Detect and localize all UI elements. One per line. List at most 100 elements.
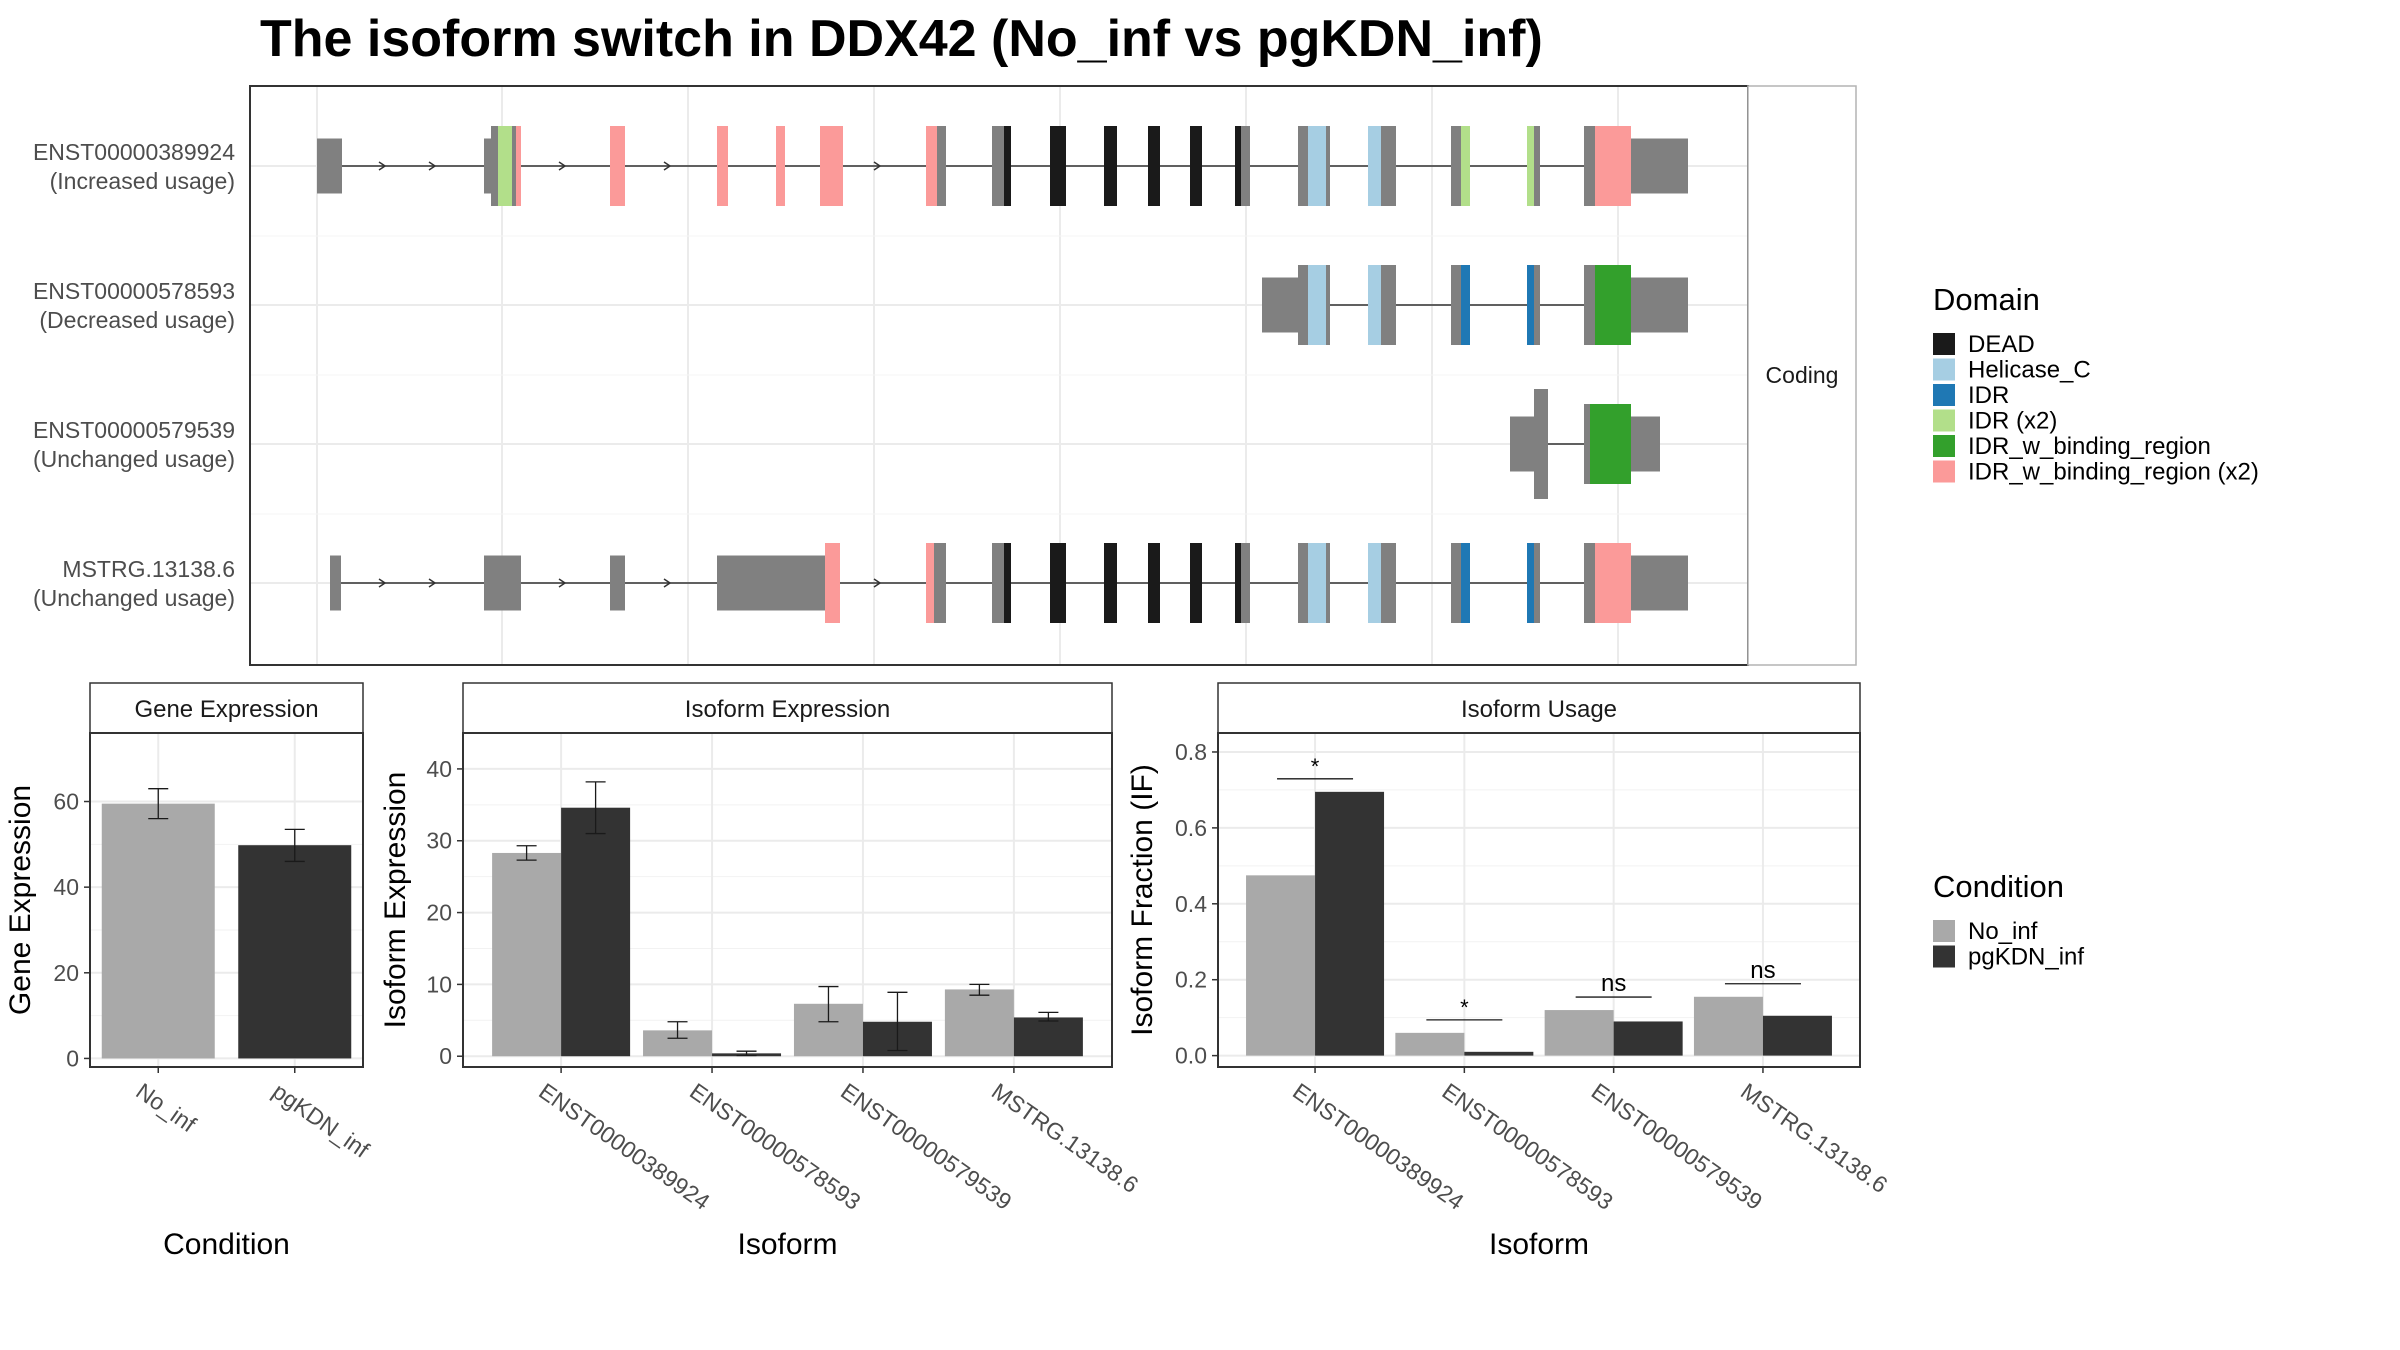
- domain-legend-label: IDR (x2): [1968, 408, 2057, 435]
- exon-block: [1308, 543, 1326, 623]
- significance-label: *: [1460, 995, 1469, 1020]
- exon-block: [934, 543, 946, 623]
- exon-block: [1004, 126, 1011, 206]
- isoform-row-label: ENST00000578593: [33, 278, 235, 304]
- isoform-usage-label: (Unchanged usage): [33, 446, 235, 472]
- y-tick-label: 40: [53, 874, 79, 900]
- exon-block: [992, 126, 1004, 206]
- exon-block: [610, 555, 625, 611]
- bar: [561, 807, 631, 1057]
- bar: [238, 845, 352, 1059]
- condition-legend-title: Condition: [1933, 869, 2064, 904]
- y-axis-title: Isoform Expression: [379, 772, 412, 1029]
- y-tick-label: 0: [439, 1043, 452, 1069]
- exon-block: [1368, 126, 1381, 206]
- exon-block: [516, 126, 521, 206]
- exon-block: [1241, 543, 1250, 623]
- exon-block: [330, 555, 341, 611]
- exon-block: [317, 138, 342, 194]
- exon-block: [1534, 543, 1540, 623]
- exon-block: [926, 126, 937, 206]
- isoform-expression-panel: Isoform Expression010203040ENST000003899…: [379, 682, 1143, 1261]
- exon-block: [926, 543, 934, 623]
- y-tick-label: 30: [426, 828, 452, 854]
- y-tick-label: 0: [66, 1045, 79, 1071]
- y-axis-title: Isoform Fraction (IF): [1126, 764, 1159, 1036]
- strand-arrow: [873, 161, 882, 171]
- exon-block: [1298, 543, 1308, 623]
- exon-block: [1631, 277, 1688, 333]
- domain-legend-label: IDR_w_binding_region (x2): [1968, 459, 2259, 486]
- isoform-row-label: MSTRG.13138.6: [62, 556, 235, 582]
- significance-label: *: [1311, 754, 1320, 779]
- panel-strip: [1217, 682, 1861, 734]
- exon-block: [1584, 404, 1590, 484]
- exon-block: [1190, 126, 1202, 206]
- exon-block: [1595, 265, 1631, 345]
- panel-border: [89, 732, 364, 1068]
- exon-block: [1590, 404, 1631, 484]
- exon-block: [1451, 543, 1461, 623]
- exon-block: [484, 138, 491, 194]
- exon-block: [491, 126, 498, 206]
- exon-block: [1595, 543, 1631, 623]
- panel-border: [462, 732, 1113, 1068]
- y-tick-label: 20: [53, 960, 79, 986]
- exon-block: [1534, 389, 1548, 499]
- bar: [1395, 1032, 1465, 1056]
- exon-block: [1104, 543, 1117, 623]
- exon-block: [1595, 126, 1631, 206]
- panel-title: Isoform Usage: [1461, 696, 1617, 723]
- x-axis-title: Isoform: [1489, 1228, 1589, 1261]
- x-axis-title: Isoform: [737, 1228, 837, 1261]
- exon-block: [1461, 543, 1470, 623]
- exon-block: [776, 126, 785, 206]
- facet-strip: [1747, 85, 1857, 666]
- strand-arrow: [558, 161, 567, 171]
- exon-block: [1631, 138, 1688, 194]
- exon-block: [1381, 543, 1396, 623]
- exon-block: [1308, 265, 1326, 345]
- panel-title: Isoform Expression: [685, 696, 890, 723]
- isoform-usage-label: (Decreased usage): [39, 307, 235, 333]
- exon-block: [1631, 555, 1688, 611]
- bar: [1464, 1051, 1534, 1056]
- exon-block: [1527, 543, 1534, 623]
- exon-block: [1104, 126, 1117, 206]
- x-axis-title: Condition: [163, 1228, 290, 1261]
- exon-block: [992, 543, 1004, 623]
- x-tick-label: MSTRG.13138.6: [987, 1078, 1143, 1198]
- bar: [1315, 791, 1385, 1056]
- isoform-usage-label: (Unchanged usage): [33, 585, 235, 611]
- exon-block: [1241, 126, 1250, 206]
- domain-legend-key: [1933, 409, 1955, 432]
- bar: [1613, 1021, 1683, 1056]
- isoform-row-label: ENST00000579539: [33, 417, 235, 443]
- y-tick-label: 0.0: [1175, 1043, 1207, 1069]
- x-tick-label: No_inf: [131, 1078, 201, 1138]
- exon-block: [820, 126, 843, 206]
- domain-legend-key: [1933, 460, 1955, 483]
- domain-legend-label: Helicase_C: [1968, 357, 2091, 384]
- exon-block: [825, 543, 840, 623]
- exon-block: [1326, 543, 1330, 623]
- exon-block: [1235, 543, 1241, 623]
- bar: [944, 989, 1014, 1057]
- bar: [1693, 996, 1763, 1056]
- strand-arrow: [378, 578, 387, 588]
- strand-arrow: [378, 161, 387, 171]
- exon-block: [1050, 543, 1066, 623]
- bar: [101, 803, 215, 1059]
- exon-block: [1451, 126, 1461, 206]
- isoform-usage-label: (Increased usage): [50, 168, 235, 194]
- condition-legend-key: [1933, 920, 1955, 942]
- y-tick-label: 0.2: [1175, 967, 1207, 993]
- y-tick-label: 0.8: [1175, 739, 1207, 765]
- exon-block: [1631, 416, 1660, 472]
- condition-legend-key: [1933, 945, 1955, 968]
- strand-arrow: [663, 578, 672, 588]
- y-tick-label: 60: [53, 789, 79, 815]
